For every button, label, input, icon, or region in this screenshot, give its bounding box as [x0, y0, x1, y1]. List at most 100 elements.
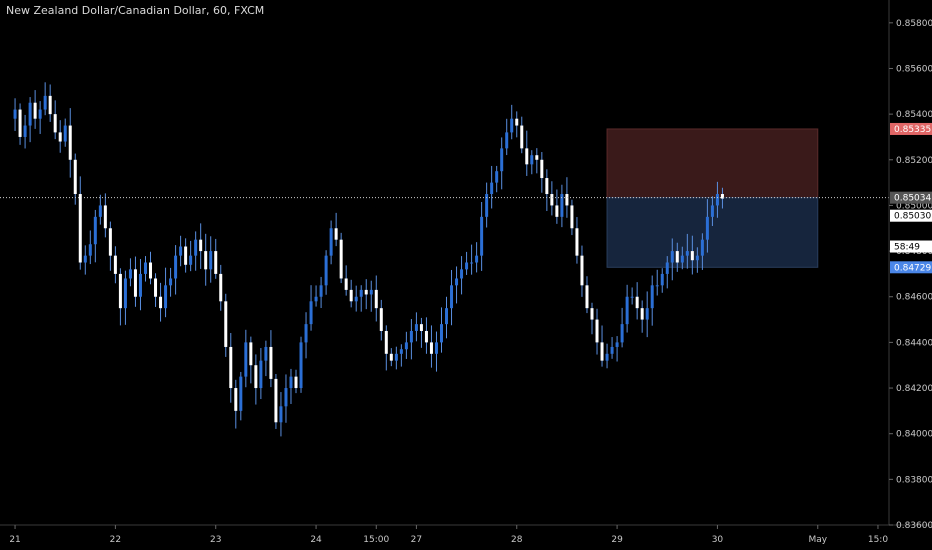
candle-body: [680, 255, 684, 263]
candle-body: [264, 346, 268, 361]
candle-body: [660, 273, 664, 286]
candle-body: [480, 216, 484, 256]
candle-body: [705, 216, 709, 240]
candle-body: [429, 342, 433, 354]
candle-body: [470, 262, 474, 264]
candle-body: [630, 296, 634, 298]
candle-body: [319, 285, 323, 297]
candle-body: [460, 269, 464, 279]
candle-body: [404, 342, 408, 350]
candle-body: [254, 365, 258, 389]
candle-body: [284, 388, 288, 407]
candle-body: [540, 159, 544, 179]
candle-body: [590, 308, 594, 320]
candle-body: [63, 125, 67, 142]
candle-body: [279, 406, 283, 423]
candle-body: [570, 205, 574, 229]
candle-body: [133, 269, 137, 297]
candle-body: [359, 289, 363, 297]
price-tick-label: 0.85000: [896, 201, 932, 211]
price-tick-label: 0.83800: [896, 475, 932, 485]
candle-body: [103, 205, 107, 229]
chart-title: New Zealand Dollar/Canadian Dollar, 60, …: [6, 4, 265, 17]
candle-body: [314, 296, 318, 302]
bar-countdown-tag: 58:49: [894, 243, 920, 253]
candle-body: [143, 262, 147, 274]
candle-body: [575, 228, 579, 256]
candle-body: [194, 239, 198, 256]
candle-body: [635, 296, 639, 309]
price-tick-label: 0.85600: [896, 64, 932, 74]
candle-body: [445, 308, 449, 325]
time-tick-label: 24: [310, 535, 322, 545]
candle-body: [294, 376, 298, 389]
price-tick-label: 0.84600: [896, 293, 932, 303]
candle-body: [379, 308, 383, 331]
candle-body: [690, 251, 694, 261]
current-price-tag: 0.85030: [894, 212, 931, 222]
candle-body: [334, 228, 338, 240]
candle-body: [645, 308, 649, 320]
candle-body: [199, 239, 203, 252]
candle-body: [78, 194, 82, 263]
candle-body: [369, 289, 373, 295]
candle-body: [48, 95, 52, 115]
candle-body: [98, 205, 102, 217]
candle-body: [409, 330, 413, 343]
candle-body: [93, 216, 97, 245]
candle-body: [159, 296, 163, 309]
candle-body: [715, 194, 719, 206]
candle-body: [329, 228, 333, 256]
candle-body: [424, 330, 428, 343]
time-tick-label: 23: [210, 535, 221, 545]
time-tick-label: 21: [9, 535, 20, 545]
candle-body: [485, 194, 489, 217]
price-tick-label: 0.83600: [896, 521, 932, 531]
candle-body: [434, 342, 438, 354]
candle-body: [28, 102, 32, 126]
candle-body: [495, 171, 499, 183]
candle-body: [720, 194, 724, 199]
candle-body: [535, 155, 539, 160]
stop-price-tag-bg: [890, 122, 932, 135]
candle-body: [73, 159, 77, 195]
last-price-tag: 0.85034: [894, 194, 931, 204]
candle-body: [399, 349, 403, 354]
candle-body: [670, 251, 674, 263]
price-tick-label: 0.84000: [896, 430, 932, 440]
candle-body: [675, 251, 679, 263]
candle-body: [289, 376, 293, 389]
candle-body: [249, 342, 253, 366]
candle-body: [18, 109, 22, 137]
candle-body: [214, 251, 218, 274]
candle-body: [419, 324, 423, 331]
candle-body: [439, 324, 443, 343]
candle-body: [510, 118, 514, 133]
candle-body: [169, 278, 173, 286]
candle-body: [113, 255, 117, 274]
candle-body: [339, 239, 343, 279]
price-tick-label: 0.85200: [896, 156, 932, 166]
candle-body: [13, 109, 17, 119]
candle-body: [625, 296, 629, 325]
candle-body: [505, 132, 509, 149]
candle-body: [269, 346, 273, 379]
candle-body: [149, 262, 153, 279]
candle-body: [595, 319, 599, 343]
candle-body: [189, 255, 193, 265]
candle-body: [389, 353, 393, 361]
candle-body: [580, 255, 584, 286]
time-tick-label: 30: [712, 535, 724, 545]
candle-body: [304, 324, 308, 343]
candle-body: [239, 376, 243, 411]
candle-body: [500, 148, 504, 172]
candle-body: [655, 285, 659, 287]
candle-body: [700, 239, 704, 256]
candle-body: [108, 228, 112, 256]
candle-body: [455, 278, 459, 286]
candle-body: [164, 285, 168, 309]
time-tick-label: 22: [110, 535, 121, 545]
candle-body: [309, 301, 313, 325]
price-tick-label: 0.84200: [896, 384, 932, 394]
